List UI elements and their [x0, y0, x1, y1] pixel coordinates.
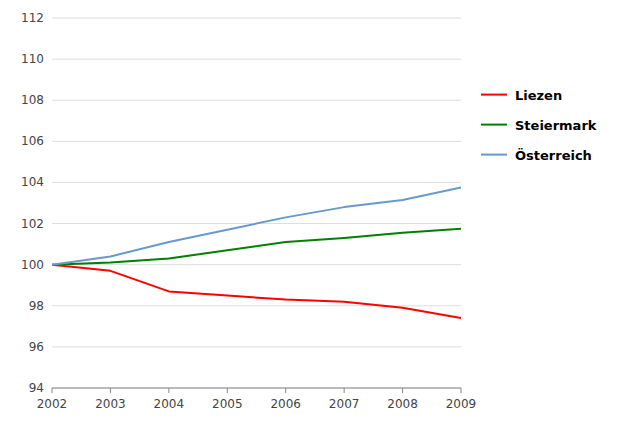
grid-line — [52, 182, 461, 183]
x-tick — [52, 388, 53, 393]
y-tick-label: 100 — [21, 258, 44, 272]
plot-area — [52, 188, 461, 319]
grid-line — [52, 18, 461, 19]
y-tick-label: 96 — [29, 340, 44, 354]
grid-line — [52, 141, 461, 142]
series-line — [52, 188, 461, 265]
y-tick-label: 110 — [21, 52, 44, 66]
chart: 9496981001021041061081101122002200320042… — [0, 0, 631, 432]
legend-swatch — [481, 124, 507, 126]
series-line — [52, 229, 461, 265]
y-tick-label: 94 — [29, 381, 44, 395]
grid-line — [52, 388, 461, 389]
grid-line — [52, 59, 461, 60]
x-axis-line — [52, 388, 461, 389]
x-tick-label: 2008 — [387, 397, 418, 411]
y-tick-label: 102 — [21, 217, 44, 231]
grid-line — [52, 305, 461, 306]
x-tick — [461, 388, 462, 393]
x-tick-label: 2004 — [154, 397, 185, 411]
x-axis: 2002 2003 2004 2005 2006 2007 2008 2009 — [37, 388, 477, 411]
x-tick — [402, 388, 403, 393]
y-tick-label: 112 — [21, 11, 44, 25]
x-tick-label: 2003 — [95, 397, 126, 411]
x-tick — [227, 388, 228, 393]
x-tick — [168, 388, 169, 393]
x-tick-label: 2002 — [37, 397, 68, 411]
x-tick — [110, 388, 111, 393]
y-tick-label: 98 — [29, 299, 44, 313]
grid-line — [52, 100, 461, 101]
grid-line — [52, 264, 461, 265]
legend: Liezen Steiermark Österreich — [481, 88, 597, 163]
x-tick-label: 2009 — [446, 397, 477, 411]
y-tick-label: 108 — [21, 93, 44, 107]
grid-line — [52, 346, 461, 347]
x-tick-label: 2007 — [329, 397, 360, 411]
x-tick — [285, 388, 286, 393]
legend-label: Österreich — [515, 148, 592, 163]
series-line — [52, 265, 461, 318]
legend-label: Liezen — [515, 88, 562, 103]
legend-swatch — [481, 154, 507, 156]
x-tick — [344, 388, 345, 393]
y-tick-label: 104 — [21, 175, 44, 189]
legend-label: Steiermark — [515, 118, 597, 133]
y-axis: 94 96 98 100 102 104 106 108 110 112 — [21, 11, 461, 395]
x-tick-label: 2005 — [212, 397, 243, 411]
x-tick-label: 2006 — [270, 397, 301, 411]
y-tick-label: 106 — [21, 134, 44, 148]
legend-swatch — [481, 94, 507, 96]
